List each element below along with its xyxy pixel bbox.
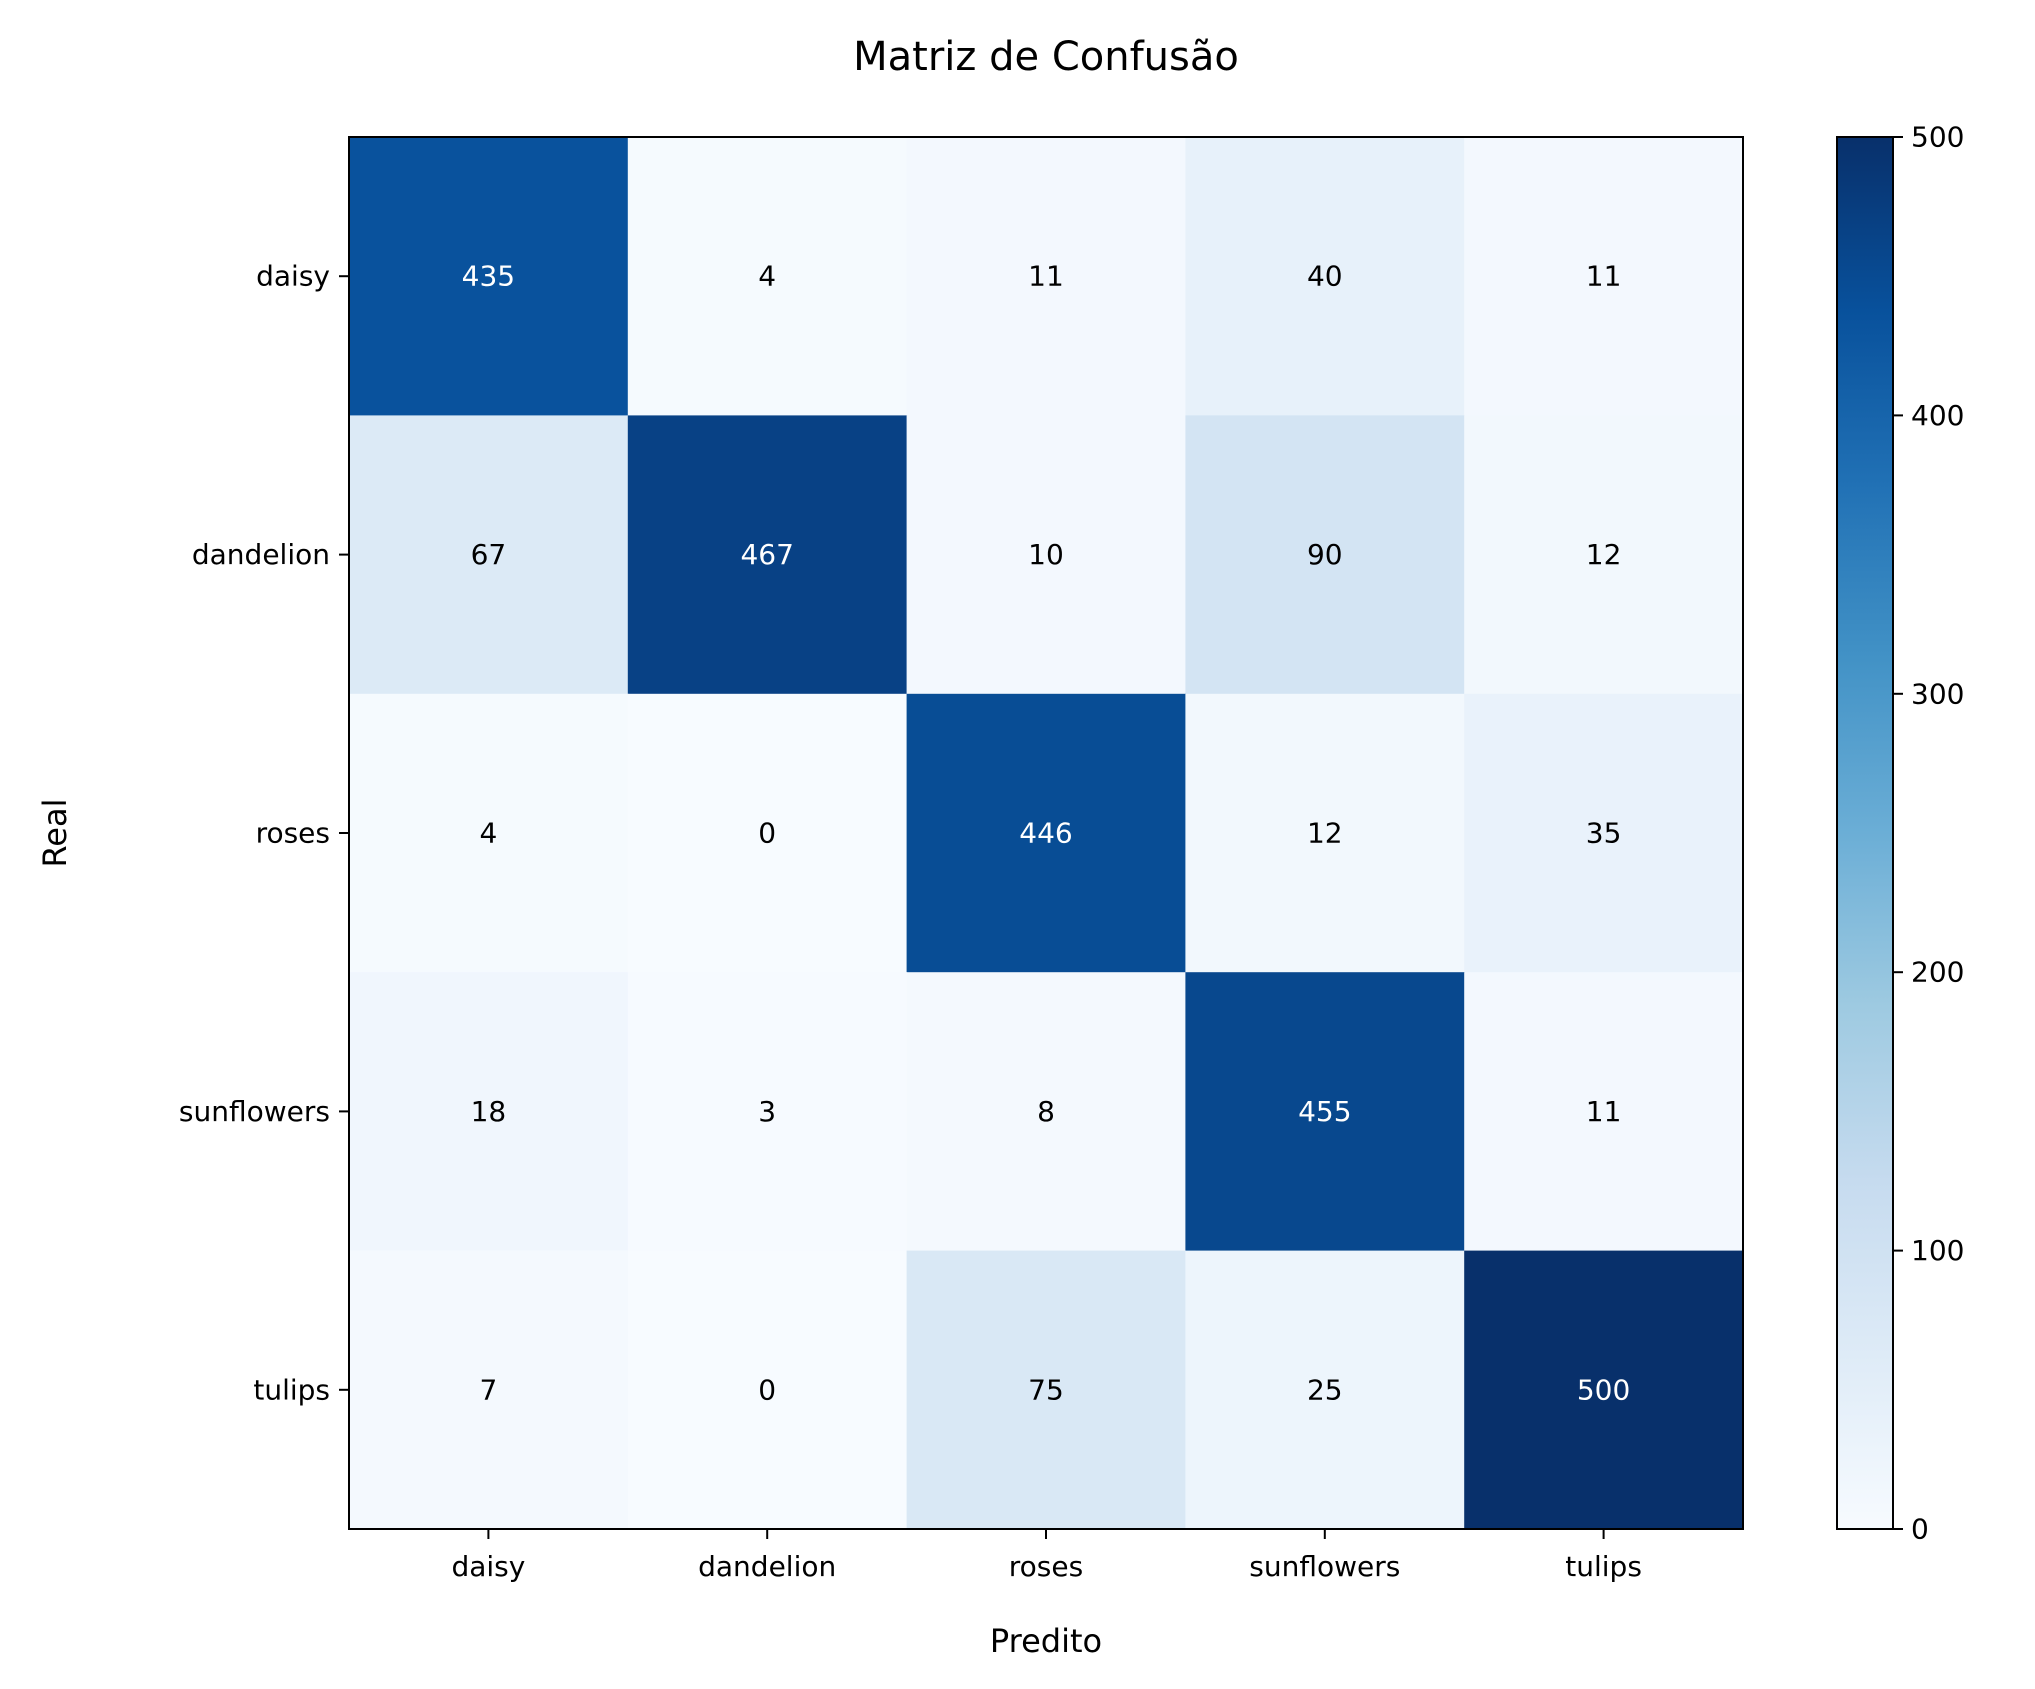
colorbar [1836, 136, 1894, 1530]
y-tick-label: roses [256, 817, 330, 850]
heatmap-cell [627, 137, 908, 416]
heatmap-cell [1185, 415, 1465, 695]
cell-value-label: 500 [1577, 1373, 1630, 1406]
x-axis-ticks: daisy dandelion roses sunflowers tulips [451, 1529, 1642, 1583]
heatmap-cell [1185, 137, 1465, 416]
colorbar-tick-label: 0 [1911, 1513, 1929, 1546]
heatmap-cell [627, 1250, 908, 1530]
heatmap-cell [349, 693, 629, 973]
cell-value-label: 35 [1586, 817, 1622, 850]
heatmap-cell [627, 693, 908, 973]
cell-value-label: 467 [740, 538, 793, 571]
cell-value-label: 10 [1028, 538, 1064, 571]
cell-value-label: 75 [1028, 1373, 1064, 1406]
heatmap-cell [349, 1250, 629, 1530]
heatmap-cells [349, 137, 1744, 1530]
cell-value-label: 11 [1028, 260, 1064, 293]
colorbar-tick-label: 100 [1911, 1234, 1964, 1267]
cell-value-label: 0 [758, 817, 776, 850]
cell-value-label: 11 [1586, 260, 1622, 293]
cell-value-label: 8 [1037, 1095, 1055, 1128]
heatmap-cell [627, 972, 908, 1252]
heatmap-cell [906, 1250, 1186, 1530]
heatmap-cell [906, 693, 1186, 973]
cell-value-label: 455 [1298, 1095, 1351, 1128]
cell-value-label: 7 [479, 1373, 497, 1406]
cell-value-label: 435 [462, 260, 515, 293]
heatmap-cell [1185, 693, 1465, 973]
colorbar-tick-label: 400 [1911, 399, 1964, 432]
heatmap-cell [1464, 137, 1744, 416]
cell-value-label: 40 [1307, 260, 1343, 293]
heatmap-cell [1464, 972, 1744, 1252]
y-axis-ticks: daisy dandelion roses sunflowers tulips [179, 260, 349, 1406]
heatmap-cell [1464, 415, 1744, 695]
x-tick-label: daisy [451, 1550, 525, 1583]
chart-title: Matriz de Confusão [853, 34, 1239, 80]
heatmap-cell [349, 972, 629, 1252]
y-axis-label: Real [36, 799, 74, 868]
cell-value-label: 67 [471, 538, 507, 571]
heatmap-cell [1185, 1250, 1465, 1530]
x-tick-label: dandelion [698, 1550, 836, 1583]
heatmap-cell [906, 972, 1186, 1252]
heatmap-cell [627, 415, 908, 695]
x-tick-label: roses [1009, 1550, 1083, 1583]
x-tick-label: tulips [1565, 1550, 1642, 1583]
x-tick-label: sunflowers [1249, 1550, 1400, 1583]
heatmap-cell [1464, 693, 1744, 973]
heatmap-cell [906, 415, 1186, 695]
colorbar-ticks: 0 100 200 300 400 500 [1893, 121, 1964, 1546]
heatmap-cell [349, 137, 629, 416]
heatmap-cell [349, 415, 629, 695]
cell-value-label: 3 [758, 1095, 776, 1128]
x-axis-label: Predito [990, 1622, 1102, 1660]
heatmap-cell [1464, 1250, 1744, 1530]
cell-value-label: 0 [758, 1373, 776, 1406]
cell-value-label: 11 [1586, 1095, 1622, 1128]
y-tick-label: daisy [256, 260, 330, 293]
y-tick-label: dandelion [192, 538, 330, 571]
cell-value-label: 4 [479, 817, 497, 850]
cell-value-label: 12 [1307, 817, 1343, 850]
heatmap-cell [1185, 972, 1465, 1252]
y-tick-label: sunflowers [179, 1095, 330, 1128]
cell-value-label: 4 [758, 260, 776, 293]
y-tick-label: tulips [253, 1373, 330, 1406]
colorbar-tick-label: 300 [1911, 677, 1964, 710]
cell-value-label: 18 [471, 1095, 507, 1128]
colorbar-tick-label: 500 [1911, 121, 1964, 154]
colorbar-tick-label: 200 [1911, 956, 1964, 989]
cell-value-label: 25 [1307, 1373, 1343, 1406]
heatmap-cell [906, 137, 1186, 416]
cell-value-label: 90 [1307, 538, 1343, 571]
cell-value-label: 12 [1586, 538, 1622, 571]
cell-value-label: 446 [1019, 817, 1072, 850]
